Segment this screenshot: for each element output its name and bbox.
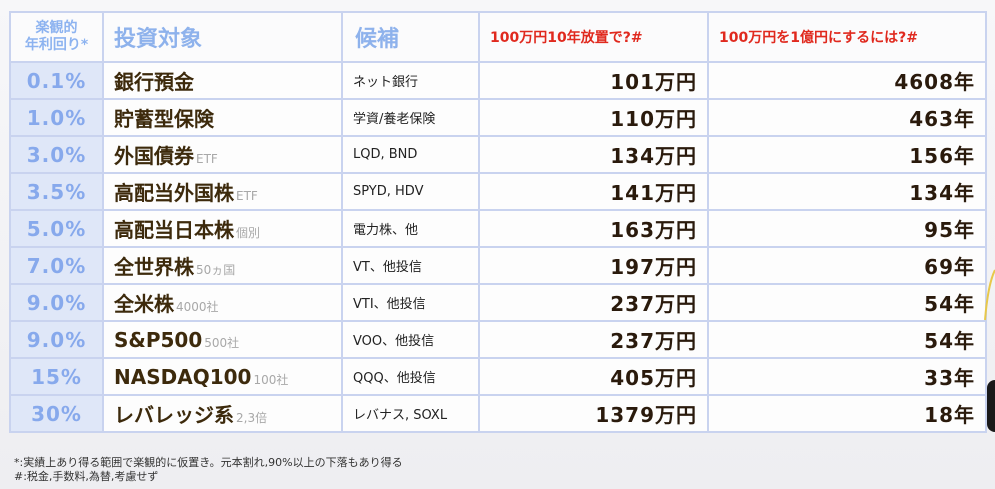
table-header-row: 楽観的 年利回り* 投資対象 候補 100万円10年放置で?# 100万円を1億… xyxy=(9,11,987,63)
target-note: 個別 xyxy=(236,226,261,240)
table-row: 15% NASDAQ100 100社 QQQ、他投信 405万円 33年 xyxy=(9,357,987,396)
target-name: 外国債券 xyxy=(114,144,194,168)
ten-year-value-cell: 197万円 xyxy=(478,246,709,285)
target-name: レバレッジ系 xyxy=(114,403,234,427)
target-name: 全米株 xyxy=(114,292,174,316)
candidates-cell: VOO、他投信 xyxy=(341,320,480,359)
table-row: 5.0% 高配当日本株 個別 電力株、他 163万円 95年 xyxy=(9,209,987,248)
target-cell: 外国債券 ETF xyxy=(102,135,343,174)
candidates-cell: SPYD, HDV xyxy=(341,172,480,211)
years-to-100m-cell: 134年 xyxy=(707,172,987,211)
target-name: 高配当外国株 xyxy=(114,181,234,205)
target-note: 4000社 xyxy=(176,300,219,314)
ten-year-value-cell: 163万円 xyxy=(478,209,709,248)
rate-cell: 3.0% xyxy=(9,135,104,174)
years-to-100m-cell: 54年 xyxy=(707,320,987,359)
years-to-100m-cell: 69年 xyxy=(707,246,987,285)
header-investment-target: 投資対象 xyxy=(102,11,343,63)
target-name: 高配当日本株 xyxy=(114,218,234,242)
target-cell: 高配当日本株 個別 xyxy=(102,209,343,248)
investment-comparison-table: 楽観的 年利回り* 投資対象 候補 100万円10年放置で?# 100万円を1億… xyxy=(9,11,987,433)
years-to-100m-cell: 156年 xyxy=(707,135,987,174)
target-cell: レバレッジ系 2,3倍 xyxy=(102,394,343,433)
candidates-cell: ネット銀行 xyxy=(341,61,480,100)
target-note: 2,3倍 xyxy=(236,411,268,425)
header-optimistic-rate: 楽観的 年利回り* xyxy=(9,11,104,63)
rate-cell: 9.0% xyxy=(9,283,104,322)
footnote-tax: #:税金,手数料,為替,考慮せず xyxy=(14,470,159,483)
rate-cell: 30% xyxy=(9,394,104,433)
header-rate-line1: 楽観的 xyxy=(35,20,78,36)
target-name: NASDAQ100 xyxy=(114,364,252,389)
ten-year-value-cell: 237万円 xyxy=(478,320,709,359)
footnotes: *:実績上あり得る範囲で楽観的に仮置き。元本割れ,90%以上の下落もあり得る #… xyxy=(14,456,403,484)
table-row: 9.0% S&P500 500社 VOO、他投信 237万円 54年 xyxy=(9,320,987,359)
candidates-cell: QQQ、他投信 xyxy=(341,357,480,396)
target-name: S&P500 xyxy=(114,327,203,352)
ten-year-value-cell: 237万円 xyxy=(478,283,709,322)
years-to-100m-cell: 33年 xyxy=(707,357,987,396)
presenter-edge-decoration xyxy=(987,380,995,432)
years-to-100m-cell: 54年 xyxy=(707,283,987,322)
table-row: 9.0% 全米株 4000社 VTI、他投信 237万円 54年 xyxy=(9,283,987,322)
table-row: 30% レバレッジ系 2,3倍 レバナス, SOXL 1379万円 18年 xyxy=(9,394,987,433)
target-note: 50ヵ国 xyxy=(196,263,236,277)
rate-cell: 15% xyxy=(9,357,104,396)
table-row: 3.5% 高配当外国株 ETF SPYD, HDV 141万円 134年 xyxy=(9,172,987,211)
target-note: ETF xyxy=(236,189,258,203)
rate-cell: 3.5% xyxy=(9,172,104,211)
header-ten-years: 100万円10年放置で?# xyxy=(478,11,709,63)
ten-year-value-cell: 110万円 xyxy=(478,98,709,137)
candidates-cell: VT、他投信 xyxy=(341,246,480,285)
ten-year-value-cell: 405万円 xyxy=(478,357,709,396)
header-rate-line2: 年利回り* xyxy=(24,37,89,53)
table-row: 7.0% 全世界株 50ヵ国 VT、他投信 197万円 69年 xyxy=(9,246,987,285)
target-cell: 銀行預金 xyxy=(102,61,343,100)
candidates-cell: VTI、他投信 xyxy=(341,283,480,322)
target-note: ETF xyxy=(196,152,218,166)
table-row: 1.0% 貯蓄型保険 学資/養老保険 110万円 463年 xyxy=(9,98,987,137)
candidates-cell: レバナス, SOXL xyxy=(341,394,480,433)
table-row: 0.1% 銀行預金 ネット銀行 101万円 4608年 xyxy=(9,61,987,100)
ten-year-value-cell: 141万円 xyxy=(478,172,709,211)
years-to-100m-cell: 4608年 xyxy=(707,61,987,100)
rate-cell: 1.0% xyxy=(9,98,104,137)
target-cell: 全世界株 50ヵ国 xyxy=(102,246,343,285)
years-to-100m-cell: 95年 xyxy=(707,209,987,248)
target-cell: 高配当外国株 ETF xyxy=(102,172,343,211)
candidates-cell: LQD, BND xyxy=(341,135,480,174)
target-name: 全世界株 xyxy=(114,255,194,279)
pointer-line-decoration xyxy=(984,269,995,321)
target-note: 100社 xyxy=(253,372,289,387)
ten-year-value-cell: 101万円 xyxy=(478,61,709,100)
target-cell: NASDAQ100 100社 xyxy=(102,357,343,396)
rate-cell: 0.1% xyxy=(9,61,104,100)
header-to-100m: 100万円を1億円にするには?# xyxy=(707,11,987,63)
header-candidates: 候補 xyxy=(341,11,480,63)
rate-cell: 9.0% xyxy=(9,320,104,359)
target-name: 貯蓄型保険 xyxy=(114,107,214,131)
rate-cell: 7.0% xyxy=(9,246,104,285)
years-to-100m-cell: 463年 xyxy=(707,98,987,137)
candidates-cell: 電力株、他 xyxy=(341,209,480,248)
rate-cell: 5.0% xyxy=(9,209,104,248)
target-cell: 全米株 4000社 xyxy=(102,283,343,322)
years-to-100m-cell: 18年 xyxy=(707,394,987,433)
target-note: 500社 xyxy=(204,335,240,350)
ten-year-value-cell: 1379万円 xyxy=(478,394,709,433)
target-cell: S&P500 500社 xyxy=(102,320,343,359)
target-cell: 貯蓄型保険 xyxy=(102,98,343,137)
table-row: 3.0% 外国債券 ETF LQD, BND 134万円 156年 xyxy=(9,135,987,174)
candidates-cell: 学資/養老保険 xyxy=(341,98,480,137)
ten-year-value-cell: 134万円 xyxy=(478,135,709,174)
footnote-optimistic: *:実績上あり得る範囲で楽観的に仮置き。元本割れ,90%以上の下落もあり得る xyxy=(14,456,403,469)
target-name: 銀行預金 xyxy=(114,70,194,94)
